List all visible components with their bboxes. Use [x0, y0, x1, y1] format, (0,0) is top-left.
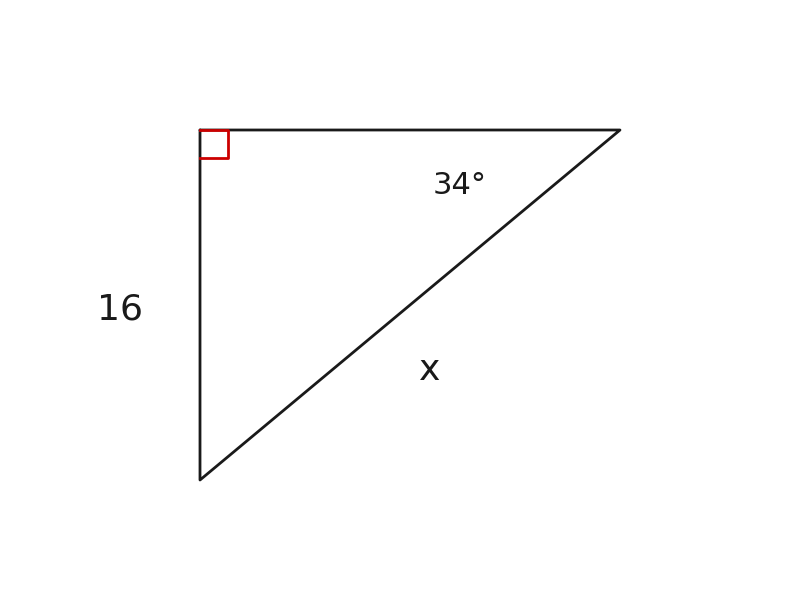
Text: x: x: [419, 353, 441, 387]
Text: 16: 16: [97, 293, 143, 327]
Text: 34°: 34°: [433, 170, 487, 199]
